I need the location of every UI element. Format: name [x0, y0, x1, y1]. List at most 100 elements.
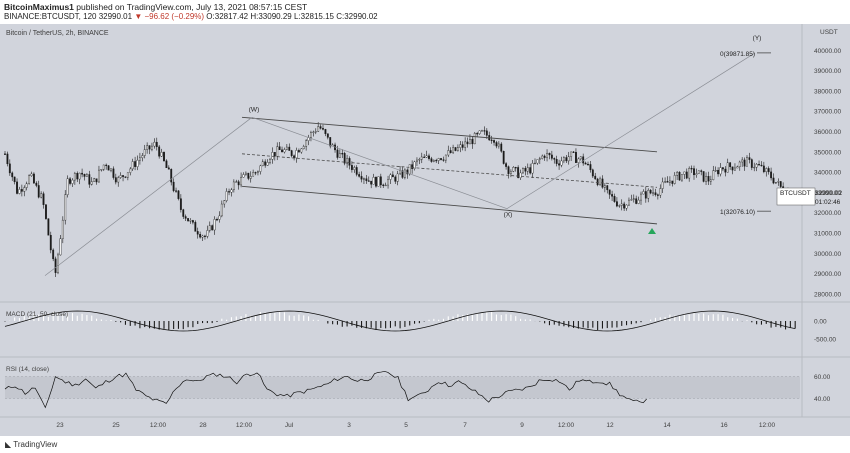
price-tag-countdown: 01:02:46 — [815, 199, 841, 206]
chart-canvas[interactable]: 28000.00 29000.00 30000.00 31000.00 32000.00… — [0, 24, 850, 436]
candle-body — [6, 153, 9, 165]
candle-body — [519, 172, 522, 178]
candle-body — [416, 159, 418, 163]
candle-body — [401, 170, 404, 178]
candle-body — [613, 196, 616, 202]
candle-body — [541, 155, 544, 159]
x-tick-label: Jul — [285, 422, 294, 429]
candle-body — [211, 225, 214, 231]
candle-body — [442, 159, 445, 161]
candle-body — [753, 166, 756, 169]
author-name[interactable]: BitcoinMaximus1 — [4, 2, 74, 12]
candle-body — [599, 178, 601, 186]
candle-body — [767, 168, 770, 173]
candle-body — [529, 167, 532, 174]
candle-body — [428, 155, 430, 159]
candle-body — [379, 176, 382, 186]
candle-body — [93, 178, 96, 182]
candle-body — [16, 181, 18, 194]
candle-body — [235, 181, 238, 183]
candle-body — [194, 222, 197, 232]
macd-line — [4, 310, 796, 332]
candle-body — [52, 249, 55, 260]
tradingview-logo[interactable]: ◣ TradingView — [5, 440, 57, 449]
candle-body — [748, 157, 751, 160]
candle-body — [558, 163, 561, 166]
candle-body — [666, 181, 669, 183]
x-tick-label: 12 — [606, 422, 614, 429]
candle-body — [550, 154, 553, 159]
candle-body — [736, 166, 739, 169]
candle-body — [406, 169, 409, 175]
candle-body — [456, 147, 459, 151]
candle-body — [160, 151, 163, 157]
candle-body — [179, 198, 182, 210]
candle-body — [724, 168, 727, 173]
candle-body — [25, 183, 28, 188]
candle-body — [408, 164, 411, 175]
candle-body — [454, 147, 457, 151]
x-tick-label: 12:00 — [236, 422, 253, 429]
candle-body — [71, 179, 74, 184]
candle-body — [721, 167, 724, 170]
candle-body — [644, 191, 647, 199]
candle-body — [671, 180, 674, 184]
candle-body — [240, 176, 243, 186]
candle-body — [459, 144, 462, 148]
y-tick-label: 36000.00 — [814, 129, 841, 136]
candle-body — [49, 234, 52, 251]
candle-body — [83, 174, 86, 177]
candle-body — [391, 174, 394, 178]
candle-body — [440, 158, 442, 160]
candle-body — [360, 176, 363, 180]
candle-body — [399, 170, 402, 175]
wave-annotation: (Y) — [753, 35, 762, 42]
candle-body — [762, 165, 765, 173]
x-tick-label: 12:00 — [558, 422, 575, 429]
candle-body — [129, 168, 132, 173]
candle-body — [293, 155, 296, 159]
y-tick-label: 32000.00 — [814, 210, 841, 217]
candle-body — [548, 152, 551, 156]
candle-body — [522, 168, 524, 174]
candle-body — [32, 173, 35, 184]
candle-body — [384, 184, 387, 187]
candle-body — [746, 157, 748, 167]
candle-body — [4, 153, 6, 155]
candle-body — [396, 173, 399, 182]
candle-body — [88, 174, 91, 185]
price-change: ▼ −96.62 (−0.29%) — [134, 12, 205, 21]
candle-body — [114, 177, 117, 183]
candle-body — [418, 159, 421, 161]
candle-body — [493, 140, 495, 143]
candle-body — [208, 225, 211, 231]
candle-body — [184, 216, 187, 219]
publisher-line: BitcoinMaximus1 published on TradingView… — [4, 2, 307, 12]
candle-body — [370, 180, 373, 185]
candle-body — [635, 198, 638, 204]
candle-body — [348, 158, 351, 166]
y-tick-label: 31000.00 — [814, 231, 841, 238]
candle-body — [317, 126, 320, 132]
candle-body — [483, 130, 486, 132]
x-tick-label: 3 — [347, 422, 351, 429]
candle-body — [319, 126, 322, 129]
candle-body — [760, 164, 763, 167]
candle-body — [329, 137, 332, 147]
candle-body — [729, 162, 732, 168]
candle-body — [734, 167, 736, 171]
candle-body — [131, 161, 134, 170]
candle-body — [182, 209, 185, 217]
pane-title: Bitcoin / TetherUS, 2h, BINANCE — [6, 30, 109, 37]
currency-label: USDT — [820, 29, 838, 36]
candle-body — [305, 140, 308, 147]
candle-body — [102, 164, 105, 170]
price-tag-symbol: BTCUSDT — [780, 190, 811, 197]
candle-body — [204, 235, 206, 237]
candle-body — [155, 141, 158, 148]
y-tick-label: 30000.00 — [814, 251, 841, 258]
candle-body — [430, 158, 433, 162]
candle-body — [411, 164, 414, 169]
candle-body — [271, 152, 274, 160]
candle-body — [95, 178, 98, 183]
